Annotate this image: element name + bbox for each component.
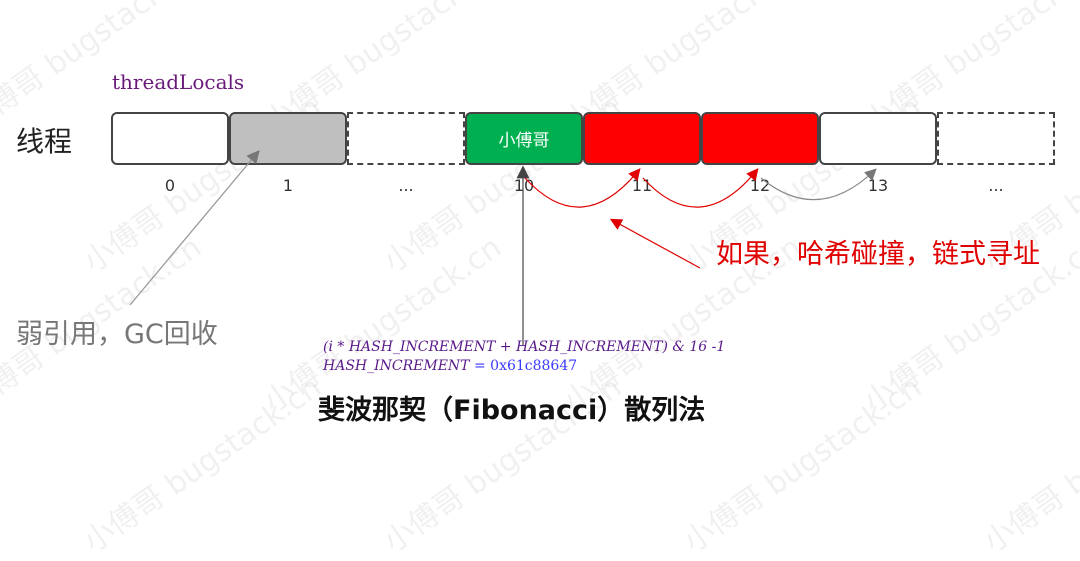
array-cell xyxy=(819,112,937,165)
weak-ref-arrow xyxy=(129,150,260,306)
array-cell xyxy=(111,112,229,165)
arrows-layer xyxy=(129,150,877,345)
cell-index-label: 10 xyxy=(513,176,535,195)
weak-ref-note: 弱引用，GC回收 xyxy=(16,319,218,350)
formula-line2: HASH_INCREMENT = 0x61c88647 xyxy=(323,358,577,374)
cell-index-label: ... xyxy=(398,176,414,195)
array-cell xyxy=(701,112,819,165)
formula-eq: = xyxy=(469,358,491,374)
collision-arc-11-12 xyxy=(642,168,759,208)
array-cell xyxy=(937,112,1055,165)
array-cell xyxy=(583,112,701,165)
probe-arc-12-13 xyxy=(760,168,877,201)
caption: 斐波那契（Fibonacci）散列法 xyxy=(318,395,706,426)
formula-line1: (i * HASH_INCREMENT + HASH_INCREMENT) & … xyxy=(323,339,726,355)
collision-note: 如果，哈希碰撞，链式寻址 xyxy=(716,239,1040,270)
row-label: 线程 xyxy=(16,125,73,158)
cell-index-label: ... xyxy=(988,176,1004,195)
collision-arc-10-11 xyxy=(524,168,641,208)
array-cell: 小傅哥 xyxy=(465,112,583,165)
cell-index-label: 0 xyxy=(164,176,176,195)
array-cell xyxy=(347,112,465,165)
array-title: threadLocals xyxy=(112,70,245,94)
formula-const-name: HASH_INCREMENT xyxy=(323,358,470,374)
formula-const-value: 0x61c88647 xyxy=(490,358,578,374)
cell-index-label: 1 xyxy=(282,176,294,195)
collision-note-arrow xyxy=(609,218,701,269)
